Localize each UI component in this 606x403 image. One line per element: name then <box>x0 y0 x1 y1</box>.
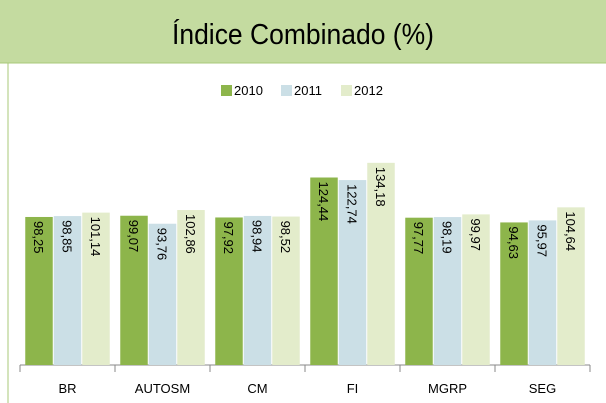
title-band <box>0 0 606 63</box>
value-label: 134,18 <box>373 167 388 207</box>
bar <box>528 220 557 365</box>
legend-label: 2010 <box>234 83 263 98</box>
x-tick-label: SEG <box>529 381 556 396</box>
bar <box>433 217 462 365</box>
value-label: 98,19 <box>440 221 455 254</box>
legend-label: 2011 <box>294 83 322 98</box>
bar <box>120 215 148 365</box>
bar <box>557 207 585 365</box>
bar <box>405 217 433 365</box>
x-tick-label: FI <box>347 381 359 396</box>
bar <box>243 215 272 365</box>
bar <box>25 216 53 365</box>
bar <box>148 223 177 365</box>
bar <box>310 177 338 365</box>
bar <box>367 162 395 365</box>
bar <box>82 212 110 365</box>
bar <box>177 210 205 365</box>
value-label: 122,74 <box>345 184 360 224</box>
legend-swatch <box>281 85 292 96</box>
x-tick-label: CM <box>247 381 267 396</box>
value-label: 93,76 <box>155 228 170 261</box>
bar <box>500 222 528 365</box>
value-label: 98,52 <box>278 221 293 254</box>
value-label: 99,07 <box>126 220 141 253</box>
value-label: 101,14 <box>88 217 103 257</box>
value-label: 99,97 <box>468 218 483 251</box>
bar <box>272 216 300 365</box>
x-tick-label: BR <box>58 381 76 396</box>
legend-label: 2012 <box>354 83 383 98</box>
value-label: 124,44 <box>316 182 331 222</box>
value-label: 95,97 <box>535 224 550 257</box>
bar <box>462 214 490 365</box>
x-tick-label: MGRP <box>428 381 467 396</box>
value-label: 102,86 <box>183 214 198 254</box>
value-label: 98,94 <box>250 220 265 253</box>
value-label: 97,77 <box>411 222 426 255</box>
legend-swatch <box>221 85 232 96</box>
chart-title: Índice Combinado (%) <box>172 18 434 51</box>
value-label: 98,85 <box>60 220 75 253</box>
bar <box>53 216 82 365</box>
value-label: 94,63 <box>506 226 521 259</box>
bar <box>215 217 243 365</box>
legend-swatch <box>341 85 352 96</box>
x-tick-label: AUTOSM <box>135 381 190 396</box>
value-label: 98,25 <box>31 221 46 254</box>
bar <box>338 180 367 365</box>
value-label: 104,64 <box>563 211 578 251</box>
value-label: 97,92 <box>221 221 236 254</box>
